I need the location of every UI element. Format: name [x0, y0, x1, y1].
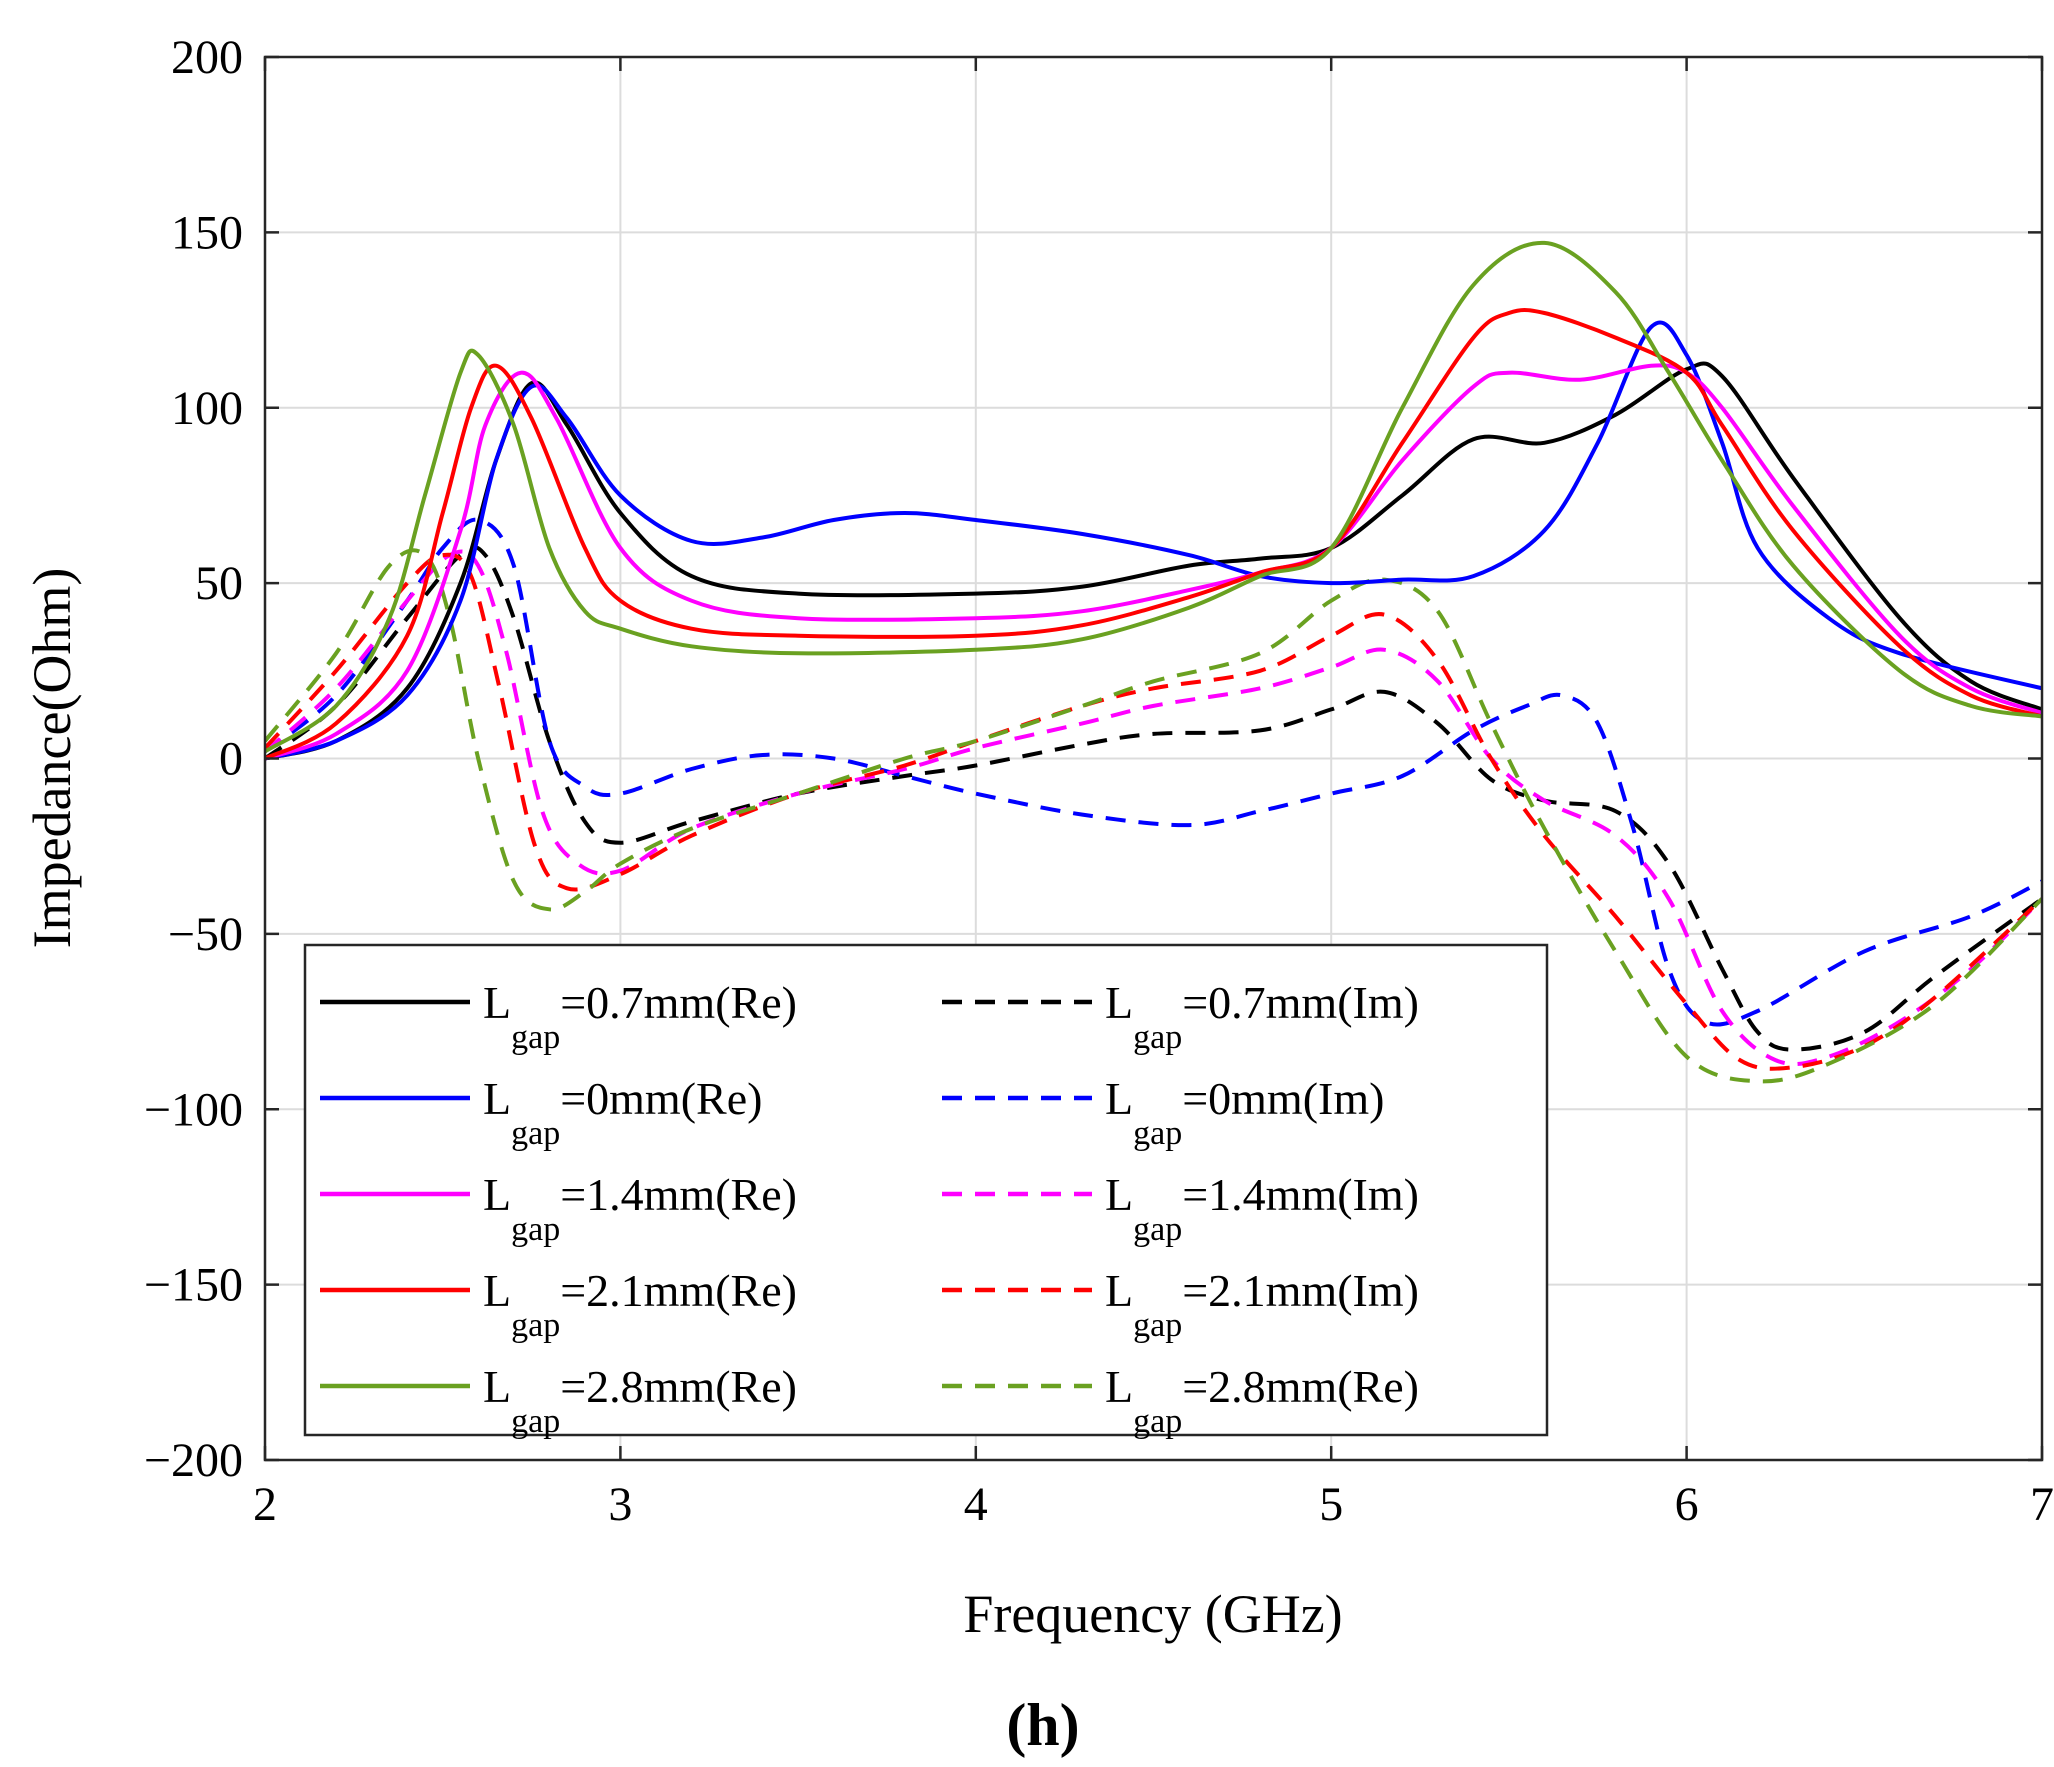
- x-tick-label: 4: [964, 1478, 988, 1531]
- x-tick-label: 7: [2030, 1478, 2054, 1531]
- legend-label: Lgap=0.7mm(Re): [483, 977, 797, 1056]
- x-tick-label: 3: [608, 1478, 632, 1531]
- x-tick-label: 2: [253, 1478, 277, 1531]
- legend-label: Lgap=1.4mm(Re): [483, 1169, 797, 1248]
- series-line-6: [265, 308, 2042, 761]
- y-tick-label: −200: [144, 1434, 243, 1487]
- legend-label: Lgap=2.1mm(Im): [1105, 1265, 1419, 1344]
- y-tick-label: 150: [171, 206, 243, 259]
- y-tick-label: −50: [168, 908, 243, 961]
- y-tick-label: 100: [171, 382, 243, 435]
- legend-label: Lgap=2.8mm(Re): [1105, 1361, 1419, 1440]
- y-tick-label: −150: [144, 1259, 243, 1312]
- series-line-9: [265, 548, 2042, 1084]
- y-tick-label: 50: [195, 557, 243, 610]
- legend-label: Lgap=2.1mm(Re): [483, 1265, 797, 1344]
- x-tick-label: 5: [1319, 1478, 1343, 1531]
- series-line-4: [265, 363, 2042, 761]
- series-lines: [265, 240, 2042, 1084]
- y-tick-label: 200: [171, 31, 243, 84]
- series-line-2: [265, 320, 2042, 761]
- legend-label: Lgap=0mm(Im): [1105, 1073, 1384, 1152]
- x-tick-label: 6: [1675, 1478, 1699, 1531]
- legend-label: Lgap=2.8mm(Re): [483, 1361, 797, 1440]
- y-axis-label: Impedance(Ohm): [22, 568, 82, 949]
- legend-label: Lgap=1.4mm(Im): [1105, 1169, 1419, 1248]
- series-line-1: [265, 545, 2042, 1052]
- legend-box: [303, 943, 1549, 1437]
- series-line-5: [265, 549, 2042, 1067]
- legend-label: Lgap=0mm(Re): [483, 1073, 762, 1152]
- figure-caption: (h): [1006, 1692, 1079, 1758]
- legend-label: Lgap=0.7mm(Im): [1105, 977, 1419, 1056]
- legend: Lgap=0.7mm(Re) Lgap=0.7mm(Im) Lgap=0mm(Re)…: [303, 943, 1549, 1440]
- series-line-3: [265, 517, 2042, 1027]
- series-line-8: [265, 240, 2042, 754]
- series-line-7: [265, 552, 2042, 1071]
- axis-ticks: 2 3 4 5 6 7 −200 −150 −100 −50 0 50 100 150 200: [144, 31, 2054, 1531]
- y-tick-label: 0: [219, 733, 243, 786]
- x-axis-label: Frequency (GHz): [963, 1584, 1342, 1644]
- y-tick-label: −100: [144, 1083, 243, 1136]
